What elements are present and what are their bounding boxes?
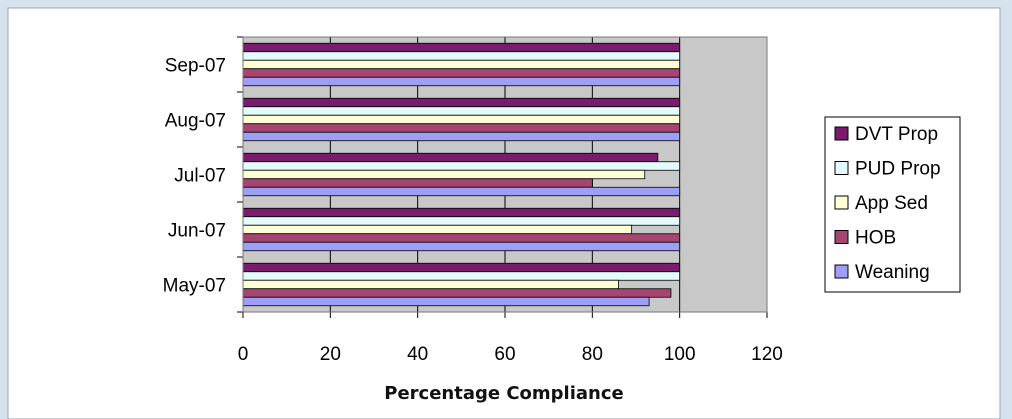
bar [242, 68, 681, 78]
bar [242, 216, 681, 226]
legend-swatch [834, 161, 849, 175]
bar [242, 76, 681, 87]
bar [242, 97, 681, 108]
bar [242, 186, 681, 197]
y-tick-label: Sep-07 [165, 56, 226, 77]
bar [242, 51, 681, 61]
x-tick-label: 120 [751, 344, 783, 365]
legend-swatch [834, 264, 849, 279]
bar [242, 224, 633, 235]
bar [242, 161, 681, 171]
x-tick-label: 100 [664, 344, 696, 365]
outer-frame-left [0, 0, 8, 419]
legend: DVT Prop PUD Prop App Sed HOB Weaning [824, 116, 961, 293]
outer-frame-right [1000, 0, 1012, 419]
bar [242, 296, 650, 307]
x-tick-label: 20 [320, 344, 341, 365]
bar [242, 106, 681, 116]
bar [242, 178, 593, 188]
y-tick-label: May-07 [163, 276, 226, 297]
x-tick-label: 60 [494, 344, 515, 365]
bar [242, 131, 681, 142]
x-tick-label: 40 [407, 344, 428, 365]
bar [242, 59, 681, 70]
legend-swatch [834, 126, 849, 141]
legend-swatch [834, 195, 849, 210]
legend-label: App Sed [855, 193, 928, 214]
legend-swatch [834, 230, 849, 244]
legend-label: PUD Prop [855, 159, 941, 180]
bar [242, 152, 659, 163]
plot-border [242, 36, 768, 313]
bar [242, 42, 681, 53]
y-tick-label: Jun-07 [168, 221, 226, 242]
bars [242, 42, 681, 307]
legend-label: Weaning [855, 262, 930, 283]
bar [242, 279, 619, 290]
axes [237, 36, 768, 313]
bar [242, 114, 681, 125]
bar [242, 271, 681, 281]
y-tick-label: Aug-07 [165, 111, 226, 132]
x-tick-label: 80 [582, 344, 603, 365]
bar [242, 207, 681, 218]
bar [242, 233, 681, 243]
y-tick-label: Jul-07 [174, 166, 226, 187]
legend-label: HOB [855, 228, 896, 249]
legend-label: DVT Prop [855, 124, 938, 145]
bar [242, 288, 672, 298]
bar [242, 123, 681, 133]
x-tick-label: 0 [238, 344, 249, 365]
bar [242, 241, 681, 252]
x-axis-title: Percentage Compliance [384, 383, 623, 404]
bar [242, 169, 646, 180]
bar [242, 262, 681, 273]
tick-labels: 0 20 40 60 80 100 120 May-07 Jun-07 Jul-07 Aug-07 S… [163, 56, 783, 366]
